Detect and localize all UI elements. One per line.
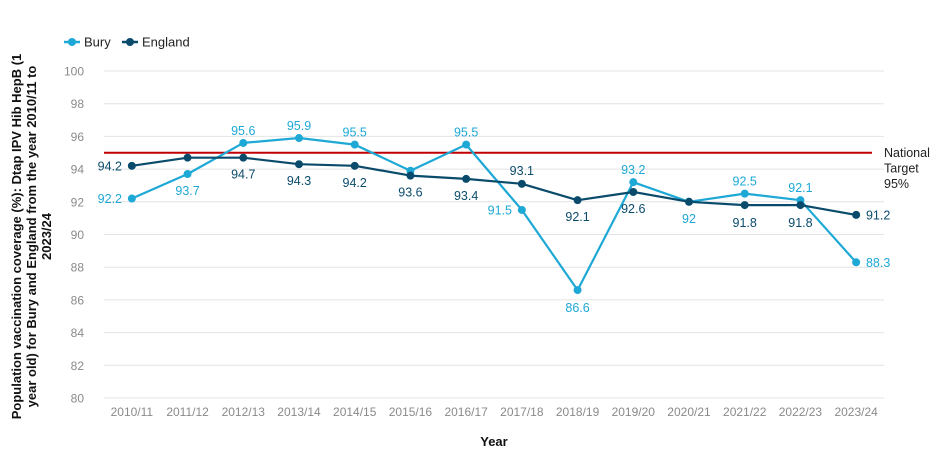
data-point-england[interactable]	[573, 196, 582, 205]
data-label-england: 91.8	[788, 216, 812, 230]
x-tick-label: 2021/22	[723, 405, 767, 419]
data-point-england[interactable]	[127, 161, 136, 170]
legend-item-england[interactable]: England	[122, 35, 190, 50]
data-point-england[interactable]	[462, 174, 471, 183]
y-tick-label: 100	[64, 65, 84, 79]
x-tick-label: 2011/12	[166, 405, 209, 419]
data-point-england[interactable]	[796, 201, 805, 210]
data-point-bury[interactable]	[852, 258, 861, 267]
y-axis-title: Population vaccination coverage (%): Dta…	[9, 54, 54, 420]
data-label-england: 91.2	[866, 208, 890, 222]
x-axis-title: Year	[480, 434, 507, 449]
data-point-england[interactable]	[350, 161, 359, 170]
data-point-england[interactable]	[239, 153, 248, 162]
data-label-bury: 95.6	[231, 124, 255, 138]
data-label-england: 91.8	[733, 216, 757, 230]
x-tick-label: 2017/18	[500, 405, 544, 419]
x-axis-ticks: 2010/11 2011/12 2012/13 2013/14 2014/15 2015/…	[111, 405, 879, 419]
data-label-england: 94.2	[98, 159, 122, 173]
data-labels: 92.2 93.7 95.6 95.9 95.5 95.5 91.5 86.6 93.2 92 92…	[98, 119, 891, 315]
gridlines	[104, 70, 884, 399]
data-label-england: 94.2	[343, 176, 367, 190]
data-label-england: 93.4	[454, 189, 478, 203]
x-tick-label: 2014/15	[333, 405, 377, 419]
data-point-england[interactable]	[685, 197, 693, 206]
legend-item-bury[interactable]: Bury	[64, 35, 111, 50]
y-tick-label: 92	[71, 195, 85, 209]
data-label-bury: 95.5	[343, 126, 367, 140]
data-label-england: 92.6	[621, 202, 645, 216]
data-label-bury: 92	[682, 212, 696, 226]
legend: Bury England	[64, 35, 190, 50]
y-tick-label: 96	[71, 130, 85, 144]
y-tick-label: 88	[71, 261, 85, 275]
data-label-bury: 88.3	[866, 256, 890, 270]
data-point-bury[interactable]	[462, 140, 471, 149]
data-label-england: 94.7	[231, 168, 255, 182]
y-axis-title-line: 2023/24	[39, 212, 54, 260]
x-tick-label: 2010/11	[111, 405, 154, 419]
data-point-bury[interactable]	[127, 194, 136, 203]
x-tick-label: 2015/16	[389, 405, 433, 419]
data-point-england[interactable]	[295, 160, 303, 169]
y-tick-label: 90	[71, 228, 85, 242]
x-tick-label: 2020/21	[667, 405, 711, 419]
data-label-bury: 91.5	[488, 203, 512, 217]
y-axis-title-line: year old) for Bury and England from the …	[24, 66, 39, 408]
target-label-line: Target	[884, 161, 919, 175]
target-label-line: National	[884, 146, 930, 160]
data-point-england[interactable]	[183, 153, 192, 162]
y-tick-label: 84	[71, 326, 85, 340]
x-tick-label: 2022/23	[779, 405, 823, 419]
data-point-england[interactable]	[517, 179, 526, 188]
y-tick-label: 98	[71, 97, 85, 111]
data-point-england[interactable]	[406, 171, 415, 180]
x-tick-label: 2012/13	[222, 405, 266, 419]
data-point-bury[interactable]	[629, 178, 638, 187]
x-tick-label: 2013/14	[277, 405, 321, 419]
series-line-england	[131, 156, 857, 216]
data-label-bury: 93.7	[175, 184, 199, 198]
x-tick-label: 2016/17	[444, 405, 488, 419]
series-england	[127, 153, 861, 219]
data-label-bury: 92.5	[733, 175, 757, 189]
legend-label-england: England	[142, 35, 190, 50]
series-line-bury	[131, 136, 857, 292]
data-point-bury[interactable]	[573, 286, 582, 295]
data-label-bury: 86.6	[565, 301, 589, 315]
data-label-bury: 95.9	[287, 119, 311, 133]
data-point-bury[interactable]	[517, 205, 526, 214]
data-label-england: 93.1	[510, 164, 534, 178]
data-point-bury[interactable]	[740, 189, 749, 198]
legend-label-bury: Bury	[84, 35, 111, 50]
data-label-england: 92.1	[565, 210, 589, 224]
y-tick-label: 94	[71, 163, 85, 177]
x-tick-label: 2019/20	[612, 405, 656, 419]
data-point-england[interactable]	[852, 210, 861, 219]
y-axis-ticks: 80 82 84 86 88 90 92 94 96 98 100	[64, 65, 84, 406]
x-tick-label: 2023/24	[834, 405, 878, 419]
data-point-bury[interactable]	[239, 138, 248, 147]
data-label-bury: 93.2	[621, 163, 645, 177]
data-label-england: 93.6	[398, 186, 422, 200]
x-tick-label: 2018/19	[556, 405, 600, 419]
data-label-england: 94.3	[287, 174, 311, 188]
data-point-england[interactable]	[740, 201, 749, 210]
data-point-bury[interactable]	[183, 170, 192, 179]
data-point-england[interactable]	[629, 187, 638, 196]
y-tick-label: 80	[71, 392, 85, 406]
series-lines	[127, 134, 861, 295]
data-point-bury[interactable]	[350, 140, 359, 149]
data-label-bury: 92.1	[788, 181, 812, 195]
data-label-bury: 95.5	[454, 126, 478, 140]
data-label-bury: 92.2	[98, 192, 122, 206]
y-tick-label: 82	[71, 359, 85, 373]
y-tick-label: 86	[71, 293, 85, 307]
y-axis-title-line: Population vaccination coverage (%): Dta…	[9, 54, 24, 420]
data-point-bury[interactable]	[295, 134, 303, 143]
target-label-line: 95%	[884, 177, 909, 191]
